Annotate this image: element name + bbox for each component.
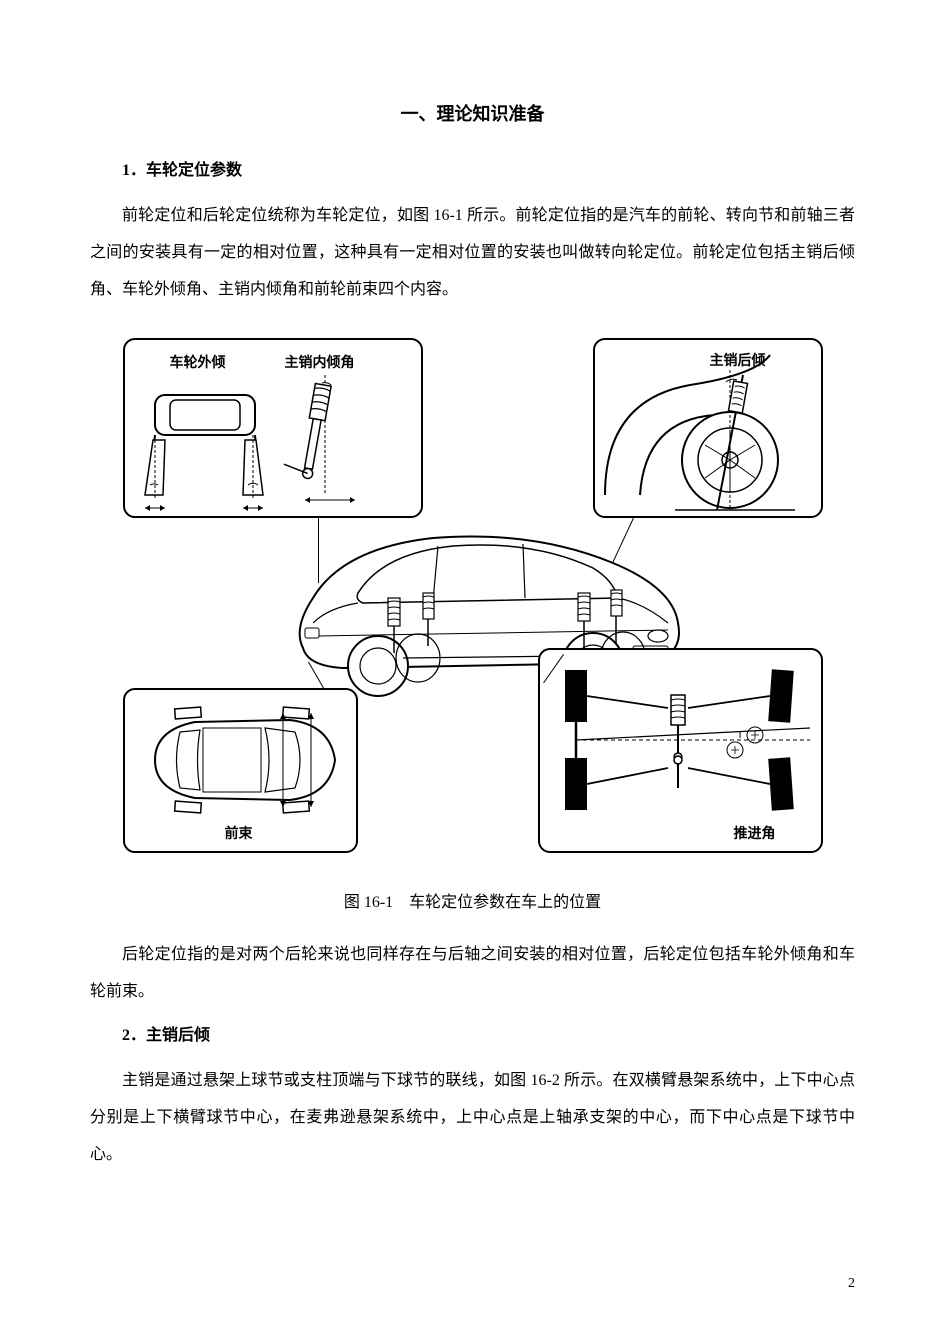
callout-toe-box: 前束: [123, 688, 358, 853]
section-1-heading: 1．车轮定位参数: [90, 156, 855, 180]
callout-camber-label: 车轮外倾: [170, 352, 226, 372]
figure-caption: 图 16-1 车轮定位参数在车上的位置: [90, 888, 855, 912]
section-1-paragraph-1: 前轮定位和后轮定位统称为车轮定位，如图 16-1 所示。前轮定位指的是汽车的前轮…: [90, 198, 855, 308]
page-title: 一、理论知识准备: [90, 100, 855, 126]
callout-toe-label: 前束: [225, 823, 253, 843]
callout-kingpin-label: 主销内倾角: [285, 352, 355, 372]
callout-thrust-label: 推进角: [734, 823, 776, 843]
callout-camber-box: 车轮外倾 主销内倾角: [123, 338, 423, 518]
section-1-paragraph-2: 后轮定位指的是对两个后轮来说也同样存在与后轴之间安装的相对位置，后轮定位包括车轮…: [90, 937, 855, 1011]
section-2-heading: 2．主销后倾: [90, 1021, 855, 1045]
callout-caster-label: 主销后倾: [710, 350, 766, 370]
section-2-paragraph-1: 主销是通过悬架上球节或支柱顶端与下球节的联线，如图 16-2 所示。在双横臂悬架…: [90, 1063, 855, 1173]
figure-16-1: 车轮外倾 主销内倾角: [123, 338, 823, 868]
callout-thrust-svg: [540, 650, 825, 825]
callout-thrust-box: 推进角: [538, 648, 823, 853]
callout-caster-box: 主销后倾: [593, 338, 823, 518]
callout-toe-svg: [125, 690, 360, 830]
page-number: 2: [848, 1276, 855, 1292]
